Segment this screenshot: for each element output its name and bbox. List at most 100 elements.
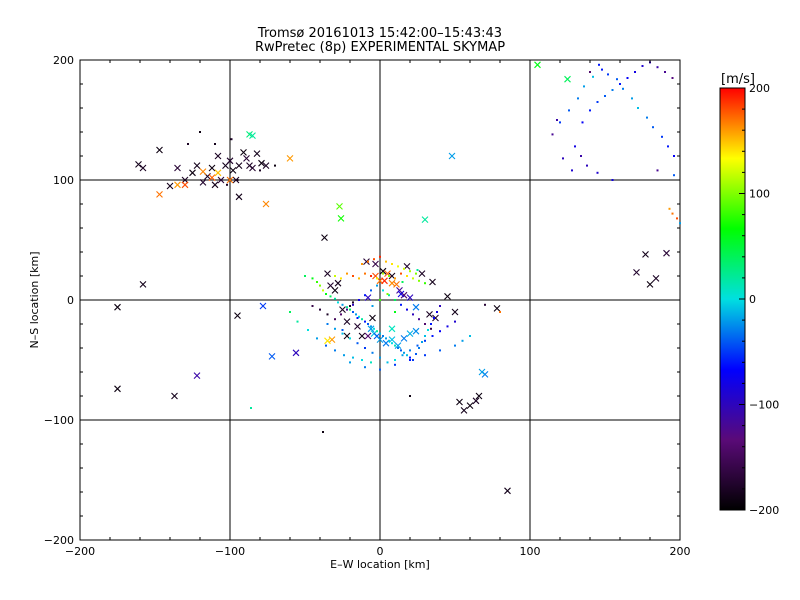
data-point-x [354,323,361,330]
data-point-dot [325,293,327,295]
data-point-dot [358,315,360,318]
data-point-dot [418,318,420,321]
data-point-x [421,216,429,223]
data-point-dot [334,297,336,300]
data-point-dot [671,212,674,215]
data-point-dot [346,272,348,275]
data-point-dot [337,301,339,304]
data-point-dot [358,277,360,280]
x-tick-label: 200 [670,545,691,558]
data-point-dot [311,277,314,280]
data-point-x [429,278,436,286]
data-point-x [406,294,414,301]
data-point-dot [379,332,381,335]
data-point-dot [431,335,434,337]
chart-subtitle: RwPretec (8p) EXPERIMENTAL SKYMAP [255,40,505,55]
data-point-x [364,332,372,340]
data-point-dot [421,341,423,343]
data-point-dot [664,71,666,73]
data-point-dot [403,351,405,354]
data-point-x [240,149,247,156]
data-point-dot [416,344,419,347]
data-point-x [199,179,207,186]
data-point-dot [581,121,584,124]
data-point-x [114,385,121,393]
data-point-x [663,249,670,257]
data-point-x [388,279,396,287]
data-point-dot [379,255,381,258]
data-point-dot [341,329,344,331]
data-point-x [193,162,201,169]
data-point-x [444,293,451,300]
data-point-dot [376,277,378,280]
data-point-dot [401,354,404,357]
data-point-dot [661,135,663,138]
data-point-dot [412,277,414,280]
data-point-dot [316,281,318,283]
data-point-dot [325,344,327,347]
data-point-dot [356,342,359,345]
data-point-dot [596,101,599,103]
data-point-x [460,407,468,414]
data-point-dot [367,323,369,325]
data-point-x [334,279,342,287]
data-point-dot [551,133,554,136]
data-point-dot [340,313,342,316]
data-point-dot [388,294,390,297]
data-point-dot [424,323,426,325]
data-point-dot [424,335,426,337]
data-point-dot [376,284,378,287]
data-point-dot [424,339,426,342]
data-point-x [466,402,474,409]
data-point-x [372,260,379,268]
data-point-dot [349,308,351,311]
data-point-dot [226,183,228,186]
data-point-dot [361,318,363,321]
data-point-x [211,181,219,189]
data-point-dot [334,327,336,330]
data-point-dot [580,155,582,157]
data-point-dot [611,89,614,91]
data-point-x [534,61,541,69]
data-point-x [339,306,346,313]
data-point-dot [589,71,591,73]
grid-lines [80,60,680,540]
data-point-dot [499,311,501,313]
y-tick-label: 100 [53,174,74,187]
data-point-dot [250,407,252,409]
data-point-dot [296,320,299,323]
data-point-dot [364,320,366,323]
data-point-dot [616,78,618,81]
colorbar-label: [m/s] [721,72,755,87]
data-point-dot [388,339,390,342]
data-point-dot [406,275,408,277]
data-point-dot [364,366,366,369]
data-point-x [214,169,222,177]
y-tick-label: −100 [44,414,74,427]
data-point-dot [586,164,588,167]
data-point-x [343,318,351,325]
data-point-dot [311,305,314,307]
data-point-dot [622,87,624,90]
data-point-x [448,152,456,160]
data-point-x [324,337,331,345]
data-point-dot [385,337,387,340]
data-point-x [376,336,384,343]
data-point-dot [676,217,678,220]
data-point-x [208,164,216,172]
data-point-dot [400,303,402,306]
x-tick-label: −100 [215,545,245,558]
data-point-dot [641,65,644,67]
data-point-dot [656,66,659,69]
data-point-dot [319,308,321,311]
data-point-x [235,162,243,169]
data-point-dot [391,342,393,345]
data-point-x [292,349,300,357]
data-point-dot [352,311,354,313]
data-point-x [363,258,370,265]
colorbar-tick-label: −100 [749,399,779,412]
data-point-dot [424,282,426,285]
colorbar-tick-label: 100 [749,188,770,201]
data-point-dot [454,344,456,347]
data-point-dot [356,317,359,319]
